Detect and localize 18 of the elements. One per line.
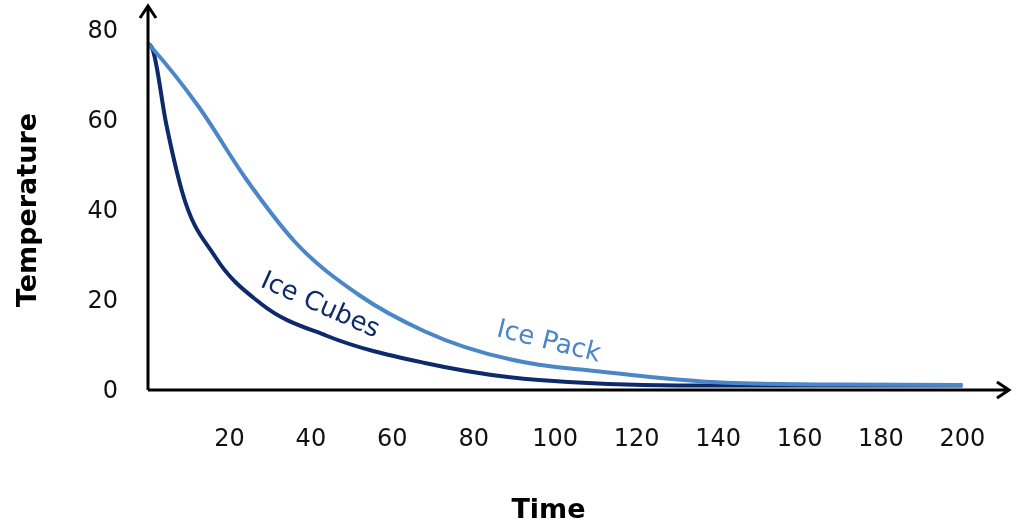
- y-tick-label: 20: [87, 286, 118, 315]
- x-tick-label: 180: [858, 424, 904, 452]
- x-tick-label: 120: [613, 424, 660, 452]
- x-tick-label: 20: [214, 424, 245, 452]
- x-tick-label: 60: [377, 424, 408, 452]
- text: Ice Pack: [494, 312, 605, 368]
- y-tick-label: 60: [87, 106, 118, 135]
- y-tick-label: 0: [102, 376, 118, 405]
- y-axis-title: Temperature: [11, 112, 42, 308]
- x-tick-label: 140: [695, 424, 741, 452]
- x-tick-label: 80: [458, 424, 490, 452]
- x-tick-label: 160: [776, 424, 823, 452]
- y-tick-label: 80: [87, 16, 118, 45]
- x-tick-label: 200: [939, 424, 986, 452]
- x-tick-label: 40: [295, 424, 327, 452]
- x-tick-label: 100: [532, 424, 579, 452]
- y-tick-label: 40: [87, 196, 118, 225]
- x-axis-title: Time: [511, 493, 586, 524]
